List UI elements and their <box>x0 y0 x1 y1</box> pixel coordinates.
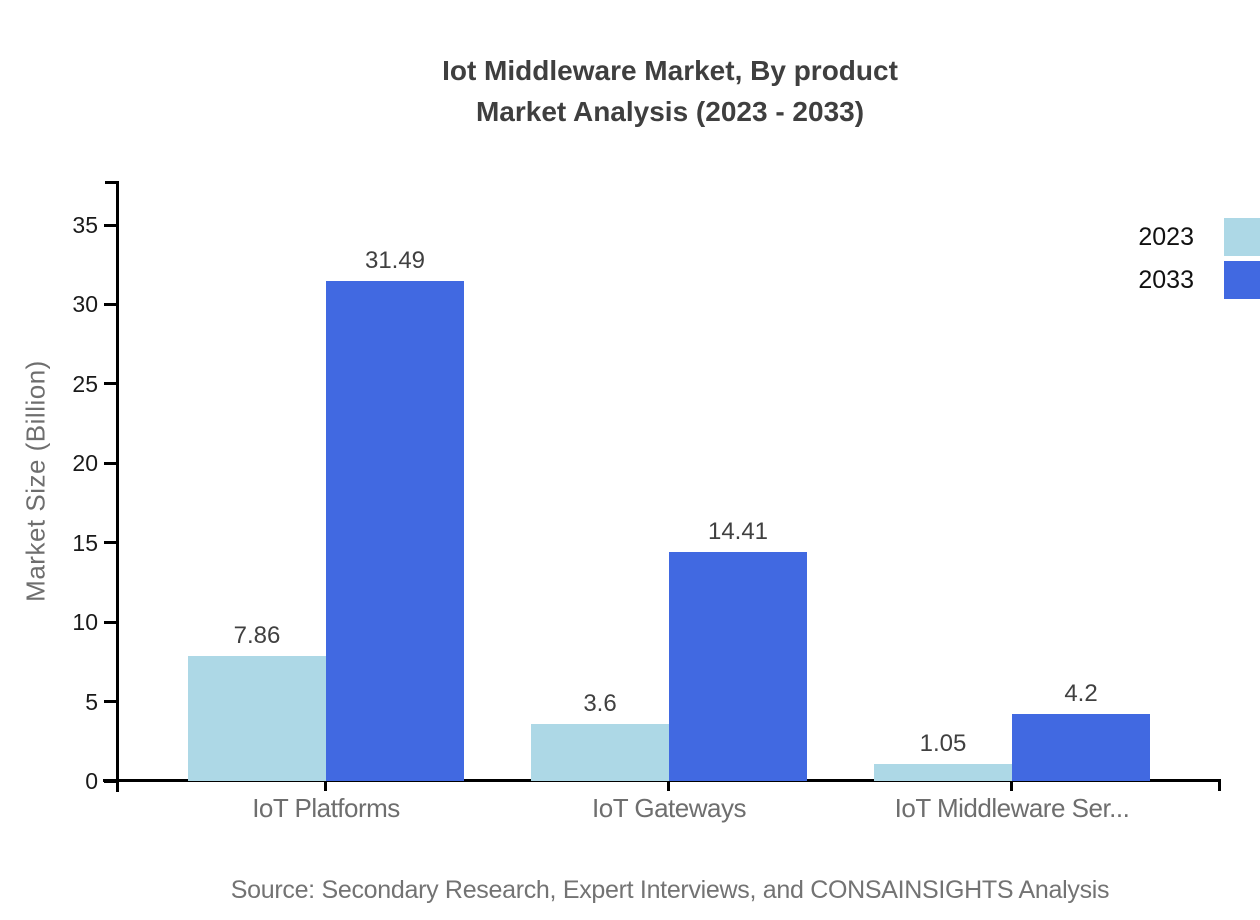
bar-2023-1 <box>188 656 326 781</box>
y-axis-tick <box>104 700 118 704</box>
x-axis-tick <box>667 781 670 791</box>
y-axis-tick <box>104 302 118 306</box>
y-axis-tick <box>104 461 118 465</box>
bar-2033-2 <box>669 552 807 781</box>
y-axis-line <box>116 181 119 792</box>
bar-2023-3 <box>874 764 1012 781</box>
y-axis-tick <box>104 541 118 545</box>
x-axis-tick <box>1010 781 1013 791</box>
y-axis-tick-label: 5 <box>85 688 98 715</box>
chart-title-line2: Market Analysis (2023 - 2033) <box>475 96 865 127</box>
legend-swatch <box>1224 218 1260 256</box>
bar-value-label: 7.86 <box>233 622 281 650</box>
bar-value-label: 3.6 <box>583 689 617 717</box>
bar-value-label: 4.2 <box>1064 680 1098 708</box>
y-axis-tick <box>104 620 118 624</box>
legend: 2023 2033 <box>1138 218 1260 299</box>
x-axis-category-label: IoT Middleware Ser... <box>894 793 1130 823</box>
x-axis-category-label: IoT Gateways <box>592 793 746 823</box>
x-axis-category-label: IoT Platforms <box>252 793 400 823</box>
y-axis-tick-label: 20 <box>72 450 98 477</box>
chart-title: Iot Middleware Market, By product Market… <box>80 50 1260 132</box>
y-axis-tick <box>104 223 118 227</box>
y-axis-top-cap <box>105 181 119 184</box>
x-axis-tick <box>324 781 327 791</box>
bar-value-label: 31.49 <box>364 246 426 274</box>
bar-2023-2 <box>531 723 669 781</box>
y-axis-tick-label: 15 <box>72 529 98 556</box>
x-axis-right-cap <box>1218 779 1221 791</box>
y-axis-tick-label: 35 <box>72 212 98 238</box>
y-axis-tick <box>104 382 118 386</box>
legend-label: 2033 <box>1138 265 1194 294</box>
legend-label: 2023 <box>1138 222 1194 251</box>
y-axis-tick-label: 10 <box>72 609 98 636</box>
y-axis-tick-label: 30 <box>72 291 98 318</box>
chart-title-line1: Iot Middleware Market, By product <box>442 55 898 86</box>
bar-value-label: 14.41 <box>707 518 769 546</box>
legend-item-2023: 2023 <box>1138 218 1260 256</box>
bar-2033-1 <box>326 280 464 781</box>
bar-value-label: 1.05 <box>919 730 967 758</box>
legend-item-2033: 2033 <box>1138 261 1260 299</box>
y-axis-title: Market Size (Billion) <box>20 360 51 602</box>
bar-2033-3 <box>1012 714 1150 781</box>
y-axis-tick <box>104 779 118 783</box>
y-axis-tick-label: 25 <box>72 370 98 397</box>
legend-swatch <box>1224 261 1260 299</box>
y-axis-tick-label: 0 <box>85 768 98 794</box>
source-caption: Source: Secondary Research, Expert Inter… <box>230 876 1110 904</box>
